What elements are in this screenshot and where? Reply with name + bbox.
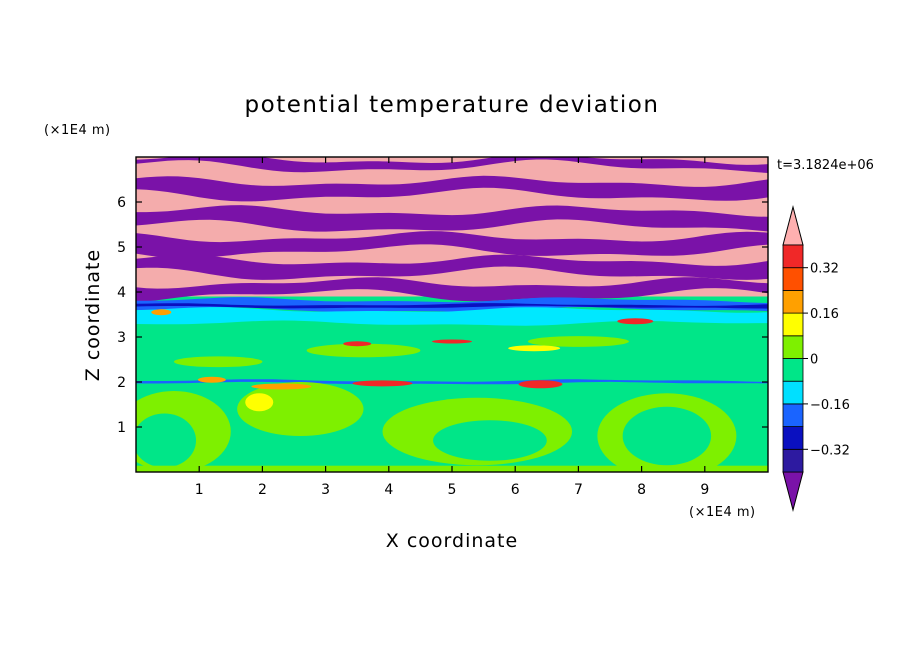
warm-plume bbox=[527, 336, 629, 347]
colorbar-segment bbox=[782, 426, 804, 450]
plume-core bbox=[136, 413, 197, 468]
plume-core bbox=[622, 406, 712, 466]
y-tick-label: 4 bbox=[117, 285, 126, 301]
colorbar-tick-label: −0.32 bbox=[810, 443, 850, 458]
hot-spot bbox=[197, 376, 226, 383]
colorbar-segment bbox=[782, 358, 804, 382]
x-tick-label: 8 bbox=[637, 482, 646, 498]
x-tick-label: 4 bbox=[384, 482, 393, 498]
cyan-layer bbox=[136, 307, 768, 326]
y-unit-label: (×1E4 m) bbox=[44, 123, 111, 138]
dark-blue-layer bbox=[136, 303, 768, 309]
purple-stripe bbox=[136, 175, 768, 202]
y-tick-label: 1 bbox=[117, 420, 126, 436]
x-tick-label: 2 bbox=[258, 482, 267, 498]
hot-spot bbox=[508, 345, 561, 352]
hot-spot bbox=[518, 380, 563, 389]
plume-core bbox=[433, 420, 547, 461]
purple-stripe bbox=[136, 205, 768, 232]
warm-plume bbox=[173, 356, 263, 368]
purple-stripe bbox=[136, 254, 768, 280]
contour-field bbox=[136, 157, 768, 472]
colorbar-segment bbox=[782, 267, 804, 291]
y-tick-label: 2 bbox=[117, 375, 126, 391]
colorbar-segment bbox=[782, 335, 804, 359]
colorbar-extend-top bbox=[782, 205, 804, 246]
warm-plume bbox=[237, 382, 364, 436]
colorbar-segment bbox=[782, 289, 804, 314]
hot-spot bbox=[432, 339, 472, 344]
purple-stripe bbox=[136, 157, 768, 173]
warm-plume bbox=[306, 343, 421, 358]
colorbar-segment bbox=[782, 403, 804, 427]
colorbar-tick-label: 0 bbox=[810, 353, 818, 368]
x-tick-label: 9 bbox=[700, 482, 709, 498]
y-axis: 1 2 3 4 5 6 bbox=[117, 195, 768, 436]
purple-stripe bbox=[136, 277, 768, 303]
chart-title: potential temperature deviation bbox=[245, 92, 660, 118]
y-tick-label: 5 bbox=[117, 240, 126, 256]
colorbar-segment bbox=[782, 380, 804, 405]
x-unit-label: (×1E4 m) bbox=[689, 505, 756, 520]
x-axis-label: X coordinate bbox=[386, 530, 518, 552]
hot-spot bbox=[251, 383, 312, 390]
colorbar-segment bbox=[782, 312, 804, 337]
x-tick-label: 5 bbox=[448, 482, 457, 498]
colorbar: 0.32 0.16 0 −0.16 −0.32 bbox=[782, 205, 850, 512]
colorbar-segment bbox=[782, 448, 804, 473]
y-tick-label: 3 bbox=[117, 330, 126, 346]
hot-spot bbox=[245, 393, 274, 412]
x-tick-label: 3 bbox=[321, 482, 330, 498]
colorbar-tick-label: 0.32 bbox=[810, 262, 839, 277]
colorbar-tick-label: 0.16 bbox=[810, 307, 839, 322]
colorbar-extend-bottom bbox=[782, 471, 804, 512]
x-tick-label: 7 bbox=[574, 482, 583, 498]
blue-thin-layer bbox=[136, 379, 768, 385]
y-tick-label: 6 bbox=[117, 195, 126, 211]
hot-spot bbox=[617, 318, 654, 325]
x-tick-label: 6 bbox=[511, 482, 520, 498]
time-label: t=3.1824e+06 bbox=[777, 158, 874, 173]
hot-spot bbox=[343, 341, 372, 347]
y-axis-label: Z coordinate bbox=[82, 249, 104, 381]
purple-stripe bbox=[136, 231, 768, 259]
colorbar-segment bbox=[782, 244, 804, 269]
x-axis: 1 2 3 4 5 6 7 8 9 bbox=[195, 157, 709, 498]
hot-spot bbox=[352, 380, 413, 387]
x-tick-label: 1 bbox=[195, 482, 204, 498]
hot-spot bbox=[151, 309, 172, 316]
colorbar-tick-label: −0.16 bbox=[810, 398, 850, 413]
